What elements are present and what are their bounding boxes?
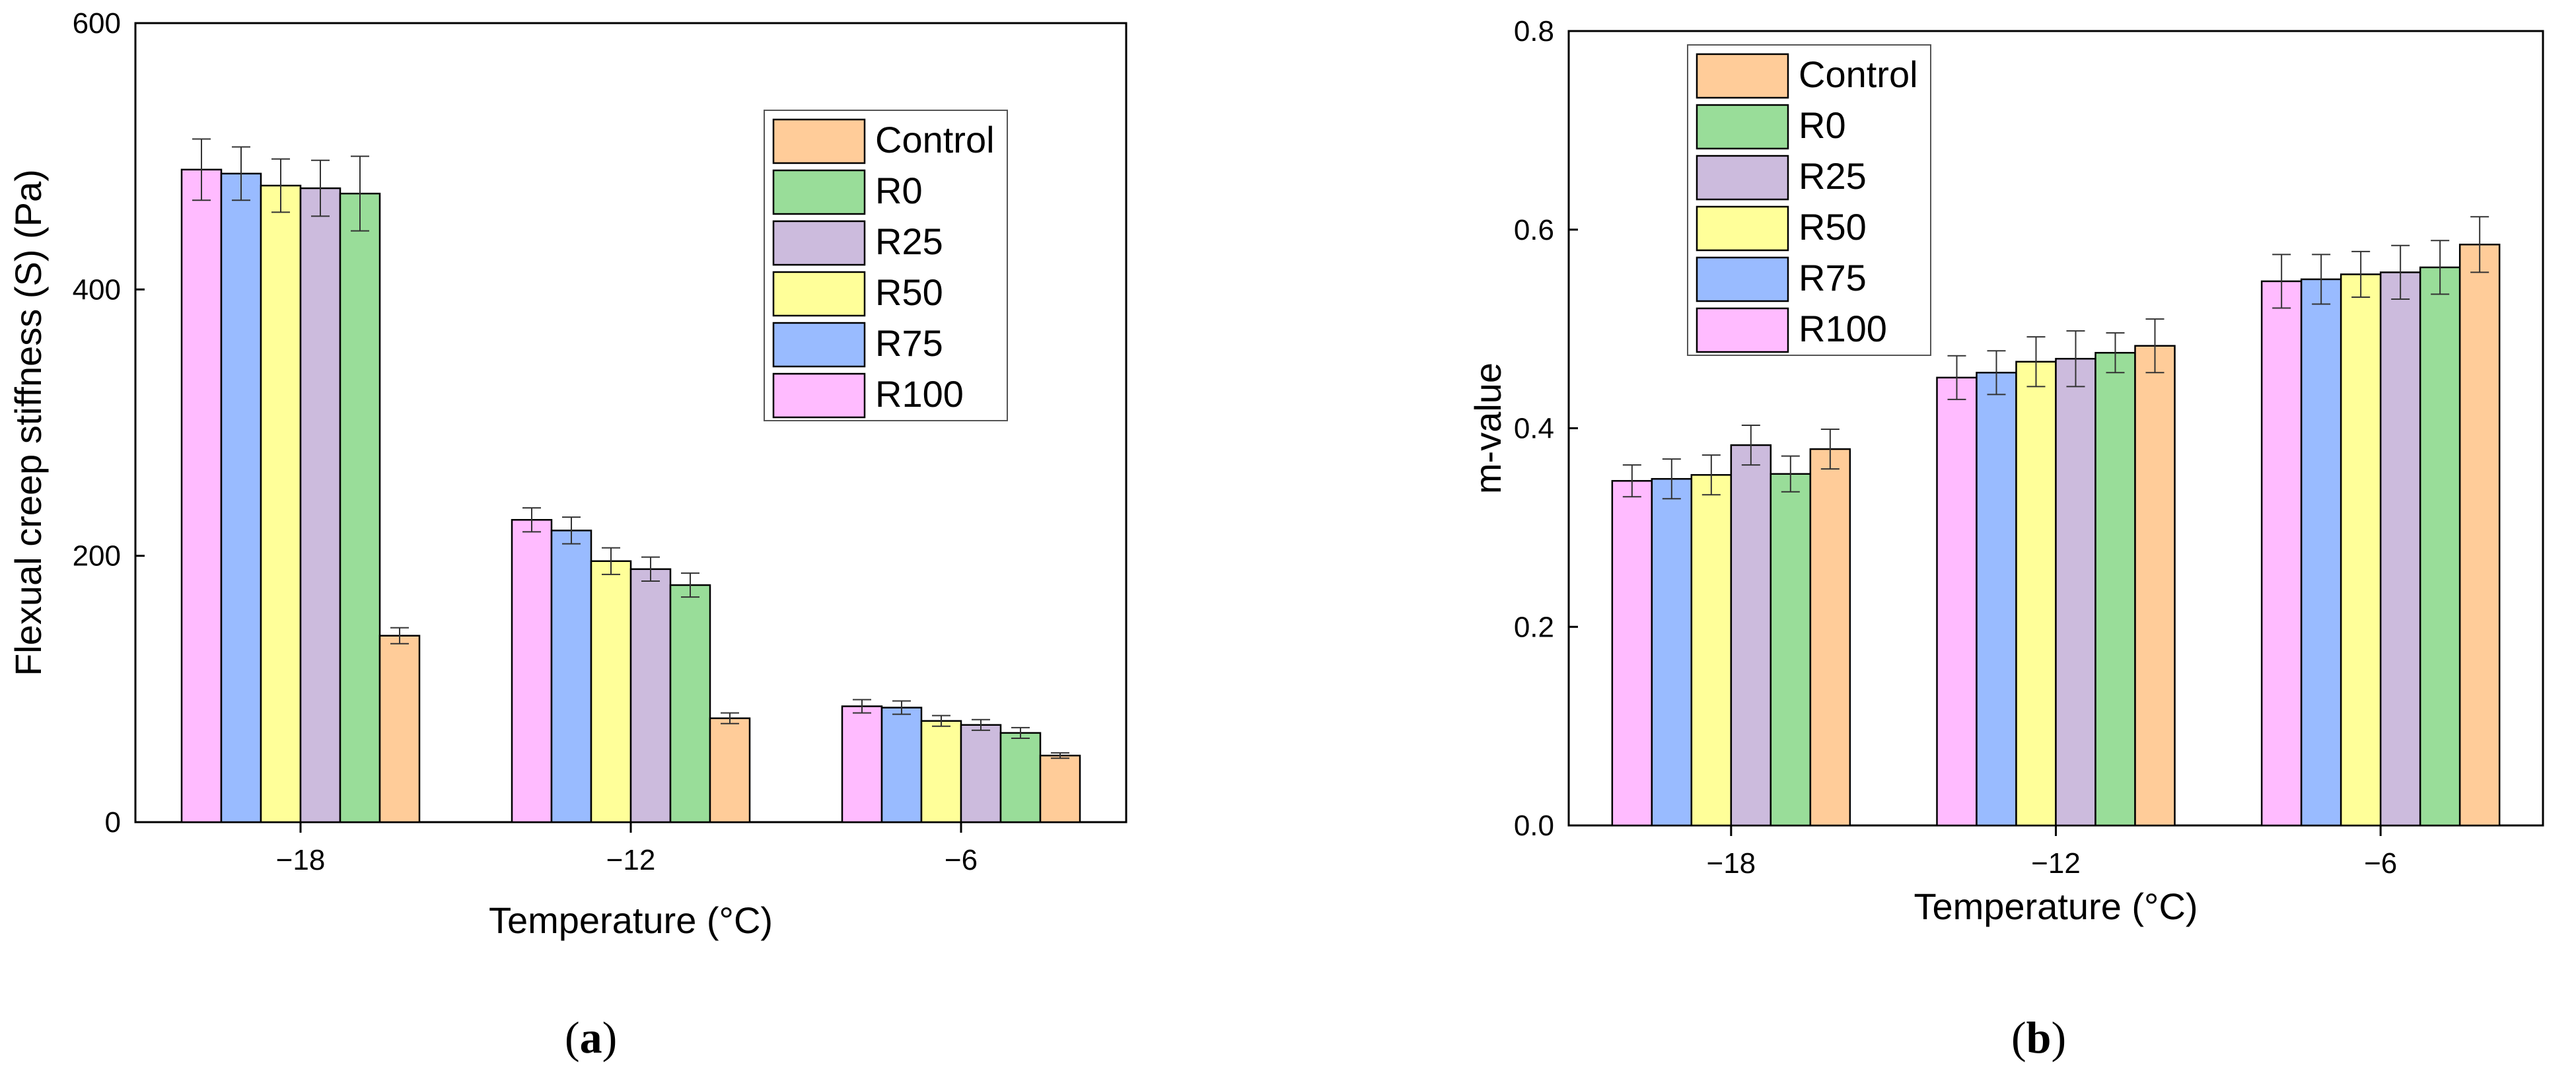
x-tick-label: −12 xyxy=(2031,847,2081,880)
legend-swatch-r25 xyxy=(772,220,866,266)
x-tick-label: −18 xyxy=(276,844,326,876)
y-axis-label: m-value xyxy=(1467,363,1509,494)
bar-r75-2 xyxy=(2300,278,2342,827)
bar-r50-0 xyxy=(1690,473,1733,827)
bar-r75-0 xyxy=(1651,477,1693,827)
chart-a: 0 200 400 600 −18 −12 −6 Temperature (°C) Flexua… xyxy=(7,7,1127,941)
legend-label-r75: R75 xyxy=(875,322,943,364)
legend-swatch-r0 xyxy=(772,169,866,215)
legend-label-r25: R25 xyxy=(875,221,943,262)
bar-r25-2 xyxy=(2379,271,2421,827)
legend-label-control: Control xyxy=(1799,53,1918,95)
legend-swatch-r100 xyxy=(1696,307,1789,353)
bar-r50-2 xyxy=(2340,273,2382,827)
x-tick-label: −12 xyxy=(606,844,656,876)
bar-r25-1 xyxy=(2055,357,2096,827)
legend-swatch-r50 xyxy=(772,271,866,317)
bar-r100-0 xyxy=(1611,479,1653,827)
caption-a-letter: a xyxy=(579,1012,602,1063)
bar-r100-2 xyxy=(841,705,883,823)
y-tick-label: 0.6 xyxy=(1514,214,1554,246)
x-tick-label: −18 xyxy=(1707,847,1756,880)
y-tick-label: 0 xyxy=(105,806,121,839)
bar-r0-1 xyxy=(669,584,711,823)
legend-label-r50: R50 xyxy=(875,271,943,313)
bar-r25-0 xyxy=(1730,444,1772,827)
bar-control-0 xyxy=(1809,448,1851,827)
bar-control-1 xyxy=(709,717,751,823)
bar-r50-2 xyxy=(920,720,962,823)
legend-swatch-control xyxy=(772,118,866,164)
bar-r0-2 xyxy=(999,732,1042,823)
legend-swatch-r100 xyxy=(772,372,866,419)
x-tick-label: −6 xyxy=(945,844,978,876)
y-tick-label: 0.4 xyxy=(1514,413,1554,445)
y-tick-label: 0.0 xyxy=(1514,810,1554,842)
y-tick-label: 600 xyxy=(73,7,121,40)
bar-r0-2 xyxy=(2419,266,2461,827)
bar-control-2 xyxy=(1039,754,1081,823)
y-tick-label: 200 xyxy=(73,540,121,573)
legend-label-r100: R100 xyxy=(875,373,964,415)
bar-control-0 xyxy=(378,635,421,823)
bar-r0-0 xyxy=(1770,473,1812,827)
legend-swatch-r75 xyxy=(1696,256,1789,302)
legend-swatch-r0 xyxy=(1696,104,1789,150)
legend-label-r50: R50 xyxy=(1799,206,1867,248)
bar-r50-1 xyxy=(2015,361,2057,827)
bar-r100-0 xyxy=(180,168,223,823)
legend-swatch-r50 xyxy=(1696,205,1789,252)
x-tick-label: −6 xyxy=(2364,847,2397,880)
bar-r75-1 xyxy=(550,530,592,823)
legend-label-r0: R0 xyxy=(1799,104,1846,146)
legend-swatch-r75 xyxy=(772,322,866,368)
chart-b: 0.0 0.2 0.4 0.6 0.8 −18 −12 −6 Temperature (°C) m… xyxy=(1467,15,2544,927)
bar-r50-0 xyxy=(260,184,302,823)
bar-r50-1 xyxy=(590,560,632,823)
y-tick-label: 0.2 xyxy=(1514,611,1554,643)
caption-b-letter: b xyxy=(2026,1012,2052,1063)
bar-r0-1 xyxy=(2094,351,2136,827)
bar-r25-0 xyxy=(299,187,341,823)
x-axis-label: Temperature (°C) xyxy=(1914,886,2198,927)
y-axis-label: Flexual creep stiffness (S) (Pa) xyxy=(7,169,49,676)
x-axis-label: Temperature (°C) xyxy=(489,899,773,941)
bar-r0-0 xyxy=(339,192,381,823)
bar-control-2 xyxy=(2458,244,2501,827)
caption-b: (b) xyxy=(2011,1012,2067,1063)
legend-swatch-control xyxy=(1696,53,1789,99)
bar-r75-1 xyxy=(1976,372,2017,827)
bar-r100-1 xyxy=(1936,376,1978,827)
bar-r25-2 xyxy=(960,724,1002,823)
bar-r25-1 xyxy=(629,568,672,823)
caption-a: (a) xyxy=(565,1012,618,1063)
legend-swatch-r25 xyxy=(1696,155,1789,201)
legend-label-r0: R0 xyxy=(875,170,923,211)
legend-label-control: Control xyxy=(875,119,995,160)
bar-r100-2 xyxy=(2260,280,2303,827)
bar-r75-2 xyxy=(880,707,923,823)
legend-label-r75: R75 xyxy=(1799,257,1867,298)
bar-r75-0 xyxy=(220,172,262,823)
legend-label-r25: R25 xyxy=(1799,155,1867,197)
y-tick-label: 400 xyxy=(73,273,121,306)
legend-label-r100: R100 xyxy=(1799,308,1887,349)
bar-r100-1 xyxy=(511,518,553,823)
bar-control-1 xyxy=(2134,345,2176,827)
y-tick-label: 0.8 xyxy=(1514,15,1554,48)
